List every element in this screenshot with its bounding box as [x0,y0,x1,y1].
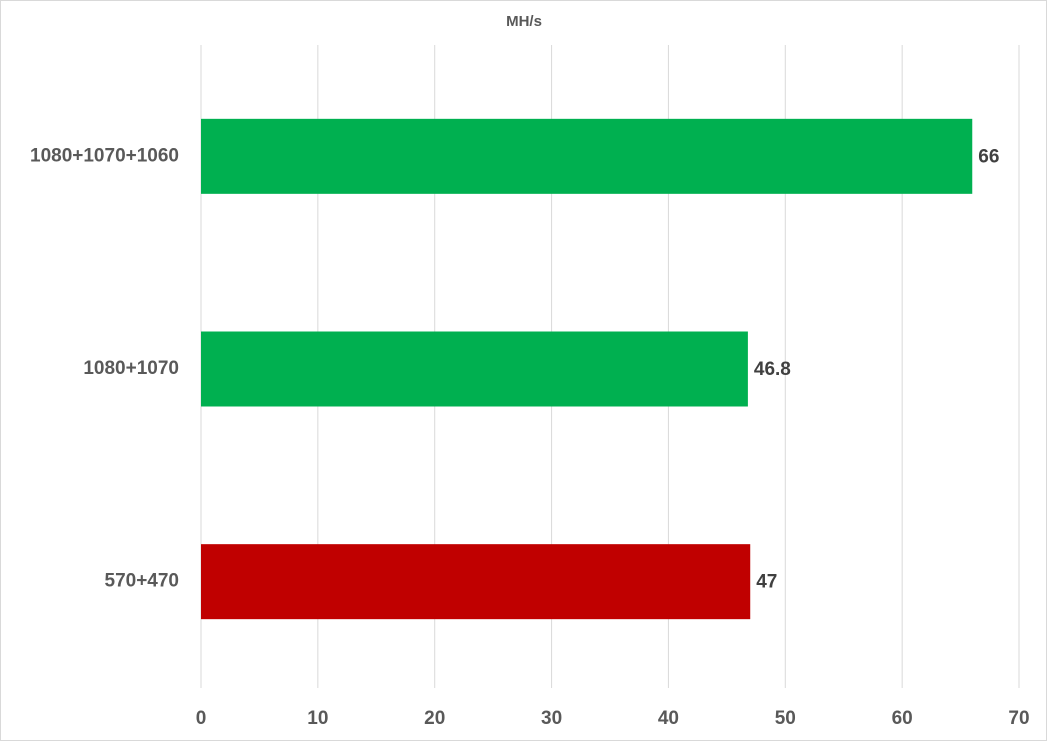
value-label: 47 [756,572,777,593]
y-tick-label: 570+470 [105,571,180,592]
value-label: 46.8 [754,359,791,380]
x-tick-label: 70 [1008,708,1029,729]
x-tick-label: 50 [775,708,796,729]
x-tick-label: 0 [196,708,207,729]
y-tick-label: 1080+1070 [83,358,179,379]
x-tick-label: 60 [892,708,913,729]
bar [201,544,751,620]
value-label: 66 [978,146,999,167]
x-tick-label: 10 [307,708,328,729]
x-tick-label: 20 [424,708,445,729]
bar [201,331,748,407]
chart-title: MH/s [506,13,542,30]
y-tick-label: 1080+1070+1060 [30,145,179,166]
x-tick-label: 30 [541,708,562,729]
bar [201,118,973,194]
x-tick-label: 40 [658,708,679,729]
